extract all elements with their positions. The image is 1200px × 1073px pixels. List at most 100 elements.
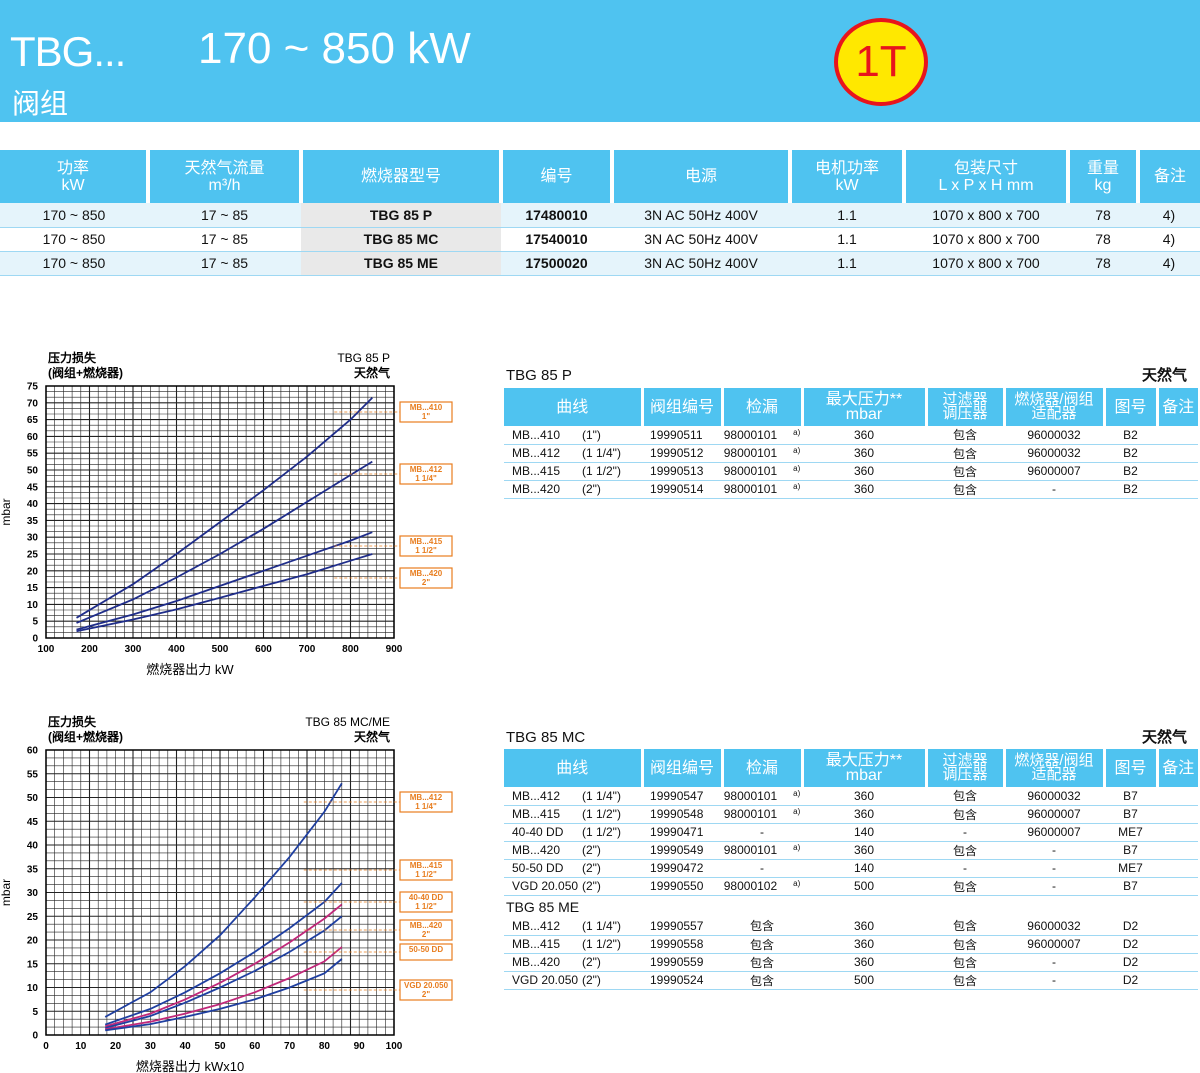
series-line xyxy=(104,882,343,1026)
size-cell: (1 1/4") xyxy=(574,787,643,806)
figure-cell: B2 xyxy=(1104,426,1158,445)
header-band: TBG... 170 ~ 850 kW 阀组 1T xyxy=(0,0,1200,122)
adapter-cell: 96000032 xyxy=(1004,444,1105,463)
spec-table-header: 功率 kW 天然气流量 m³/h 燃烧器型号 编号 电源 电机功率 kW 包装尺寸 L x P x … xyxy=(0,150,1200,203)
filter-cell: 包含 xyxy=(926,462,1005,481)
spec-cell: 78 xyxy=(1068,227,1138,252)
series-line xyxy=(76,460,373,624)
table-me-title: TBG 85 ME xyxy=(506,899,580,915)
leak-test-cell: 98000102 a) xyxy=(722,877,803,896)
y-tick-label: 10 xyxy=(27,983,39,994)
valve-row: 50-50 DD (2") 19990472-140- - ME7 xyxy=(504,859,1199,878)
leak-test-cell: 包含 xyxy=(722,971,802,990)
valve-row: VGD 20.050 (2") 19990524 包含 500 包含 - D2 xyxy=(504,971,1198,990)
valve-header-cell: 图号 xyxy=(1104,388,1159,426)
valve-header-cell: 曲线 xyxy=(504,388,644,426)
x-tick-label: 60 xyxy=(249,1041,261,1052)
series-label-box xyxy=(399,919,453,941)
valve-header-text: mbar xyxy=(845,767,883,784)
filter-cell: 包含 xyxy=(926,953,1004,972)
table-mc-gas: 天然气 xyxy=(1142,729,1188,746)
x-tick-label: 800 xyxy=(342,644,359,655)
y-tick-label: 35 xyxy=(27,864,39,875)
max-pressure-cell: 140 xyxy=(802,859,927,878)
valve-row: MB...410 (1") 19990511 98000101 a) 360 包含 96000… xyxy=(504,426,1199,445)
x-tick-label: 200 xyxy=(81,644,98,655)
adapter-cell: - xyxy=(1004,971,1104,990)
series-line xyxy=(76,553,373,633)
spec-cell: 17 ~ 85 xyxy=(148,203,301,228)
kit-code-cell: 19990472 xyxy=(642,859,723,878)
spec-cell: 4) xyxy=(1138,227,1200,252)
valve-header-text: 燃烧器/阀组 xyxy=(1014,752,1094,769)
curve-cell: 50-50 DD xyxy=(504,859,574,878)
series-label-box xyxy=(399,463,453,485)
spec-cell: 1.1 xyxy=(790,227,904,252)
y-tick-label: 40 xyxy=(27,841,39,852)
adapter-cell: 96000007 xyxy=(1004,935,1104,954)
leak-test-value: - xyxy=(760,825,765,839)
valve-header-cell: 过滤器 调压器 xyxy=(926,749,1006,787)
remark-cell xyxy=(1157,971,1198,990)
spec-cell: 1070 x 800 x 700 xyxy=(904,227,1068,252)
spec-table: 功率 kW 天然气流量 m³/h 燃烧器型号 编号 电源 电机功率 kW 包装尺寸 L x P x … xyxy=(0,150,1200,276)
spec-header-text: kg xyxy=(1094,176,1112,194)
x-tick-label: 700 xyxy=(299,644,316,655)
valve-table-me: MB...412 (1 1/4") 19990557 包含 360 包含 96000032 D… xyxy=(504,917,1198,990)
size-cell: (2") xyxy=(574,480,643,499)
leak-test-value: 98000101 xyxy=(723,427,778,442)
kit-code-cell: 19990548 xyxy=(642,805,723,824)
series-label: MB...415 xyxy=(410,537,443,546)
filter-cell: 包含 xyxy=(926,877,1005,896)
figure-cell: D2 xyxy=(1104,917,1157,936)
figure-cell: B7 xyxy=(1104,787,1158,806)
series-label-box xyxy=(399,859,453,881)
remark-cell xyxy=(1157,462,1199,481)
size-cell: (1 1/2") xyxy=(574,805,643,824)
valve-row: MB...412 (1 1/4") 19990512 98000101 a) 360 包含 9… xyxy=(504,444,1199,463)
remark-cell xyxy=(1157,917,1198,936)
spec-cell: 17480010 xyxy=(501,203,612,228)
size-cell: (1 1/4") xyxy=(574,917,642,936)
spec-header-cell: 功率 kW xyxy=(0,150,150,203)
size-cell: (1 1/2") xyxy=(574,935,642,954)
x-tick-label: 100 xyxy=(38,644,55,655)
kit-code-cell: 19990514 xyxy=(642,480,723,499)
adapter-cell: 96000032 xyxy=(1004,426,1105,445)
kit-code-cell: 19990513 xyxy=(642,462,723,481)
spec-row: 170 ~ 850 17 ~ 85 TBG 85 P 17480010 3N AC 50… xyxy=(0,203,1200,228)
max-pressure-cell: 360 xyxy=(802,462,927,481)
spec-cell: TBG 85 P xyxy=(301,203,501,228)
series-line xyxy=(76,397,373,619)
figure-cell: B7 xyxy=(1104,877,1158,896)
spec-header-cell: 备注 xyxy=(1138,150,1200,203)
x-tick-label: 0 xyxy=(43,1041,49,1052)
table-p-gas: 天然气 xyxy=(1142,367,1188,384)
valve-row: VGD 20.050 (2") 19990550 98000102 a) 500 包含 - B7 xyxy=(504,877,1199,896)
y-tick-label: 0 xyxy=(32,634,38,645)
y-tick-label: 20 xyxy=(27,566,39,577)
series-label-box xyxy=(399,401,453,423)
max-pressure-cell: 500 xyxy=(802,877,927,896)
leak-test-cell: 98000101 a) xyxy=(722,462,803,481)
y-tick-label: 35 xyxy=(27,516,39,527)
spec-header-text: 燃烧器型号 xyxy=(360,168,441,185)
valve-row: 40-40 DD (1 1/2") 19990471-140-96000007 ME7 xyxy=(504,823,1199,842)
valve-header-cell: 检漏 xyxy=(722,388,804,426)
curve-cell: 40-40 DD xyxy=(504,823,574,842)
remark-cell xyxy=(1157,877,1199,896)
figure-cell: ME7 xyxy=(1104,859,1158,878)
leak-test-cell: 包含 xyxy=(722,917,802,936)
series-label: 1 1/2" xyxy=(415,870,437,879)
spec-row: 170 ~ 850 17 ~ 85 TBG 85 MC 17540010 3N AC 5… xyxy=(0,227,1200,252)
spec-cell: 78 xyxy=(1068,251,1138,276)
valve-header-cell: 最大压力** mbar xyxy=(802,749,928,787)
x-tick-label: 50 xyxy=(214,1041,226,1052)
size-cell: (1") xyxy=(574,426,643,445)
curve-cell: VGD 20.050 xyxy=(504,971,578,990)
valve-header-text: 阀组编号 xyxy=(650,398,715,416)
kit-code-cell: 19990558 xyxy=(642,935,722,954)
spec-cell: 1070 x 800 x 700 xyxy=(904,203,1068,228)
figure-cell: D2 xyxy=(1104,953,1157,972)
adapter-cell: - xyxy=(1004,859,1105,878)
